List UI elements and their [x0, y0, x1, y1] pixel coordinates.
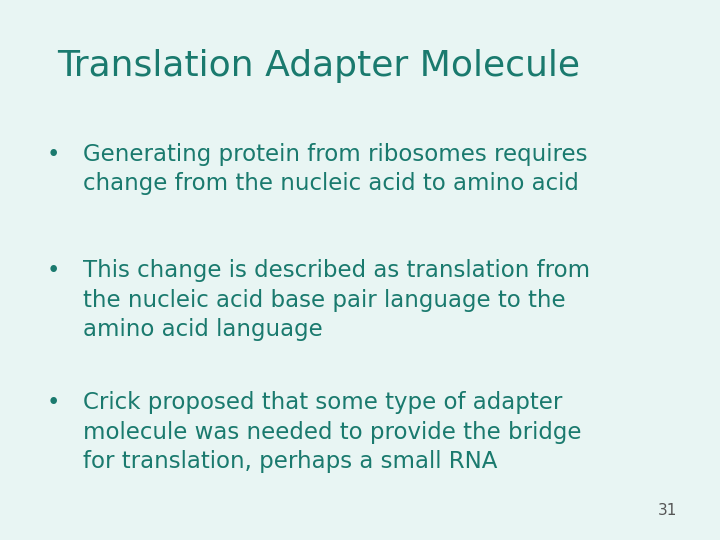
- Text: This change is described as translation from
the nucleic acid base pair language: This change is described as translation …: [83, 259, 590, 341]
- Text: 31: 31: [657, 503, 677, 518]
- Text: Crick proposed that some type of adapter
molecule was needed to provide the brid: Crick proposed that some type of adapter…: [83, 392, 581, 473]
- Text: Translation Adapter Molecule: Translation Adapter Molecule: [58, 49, 580, 83]
- Text: •: •: [47, 143, 60, 166]
- Text: Generating protein from ribosomes requires
change from the nucleic acid to amino: Generating protein from ribosomes requir…: [83, 143, 588, 195]
- Text: •: •: [47, 259, 60, 282]
- Text: •: •: [47, 392, 60, 415]
